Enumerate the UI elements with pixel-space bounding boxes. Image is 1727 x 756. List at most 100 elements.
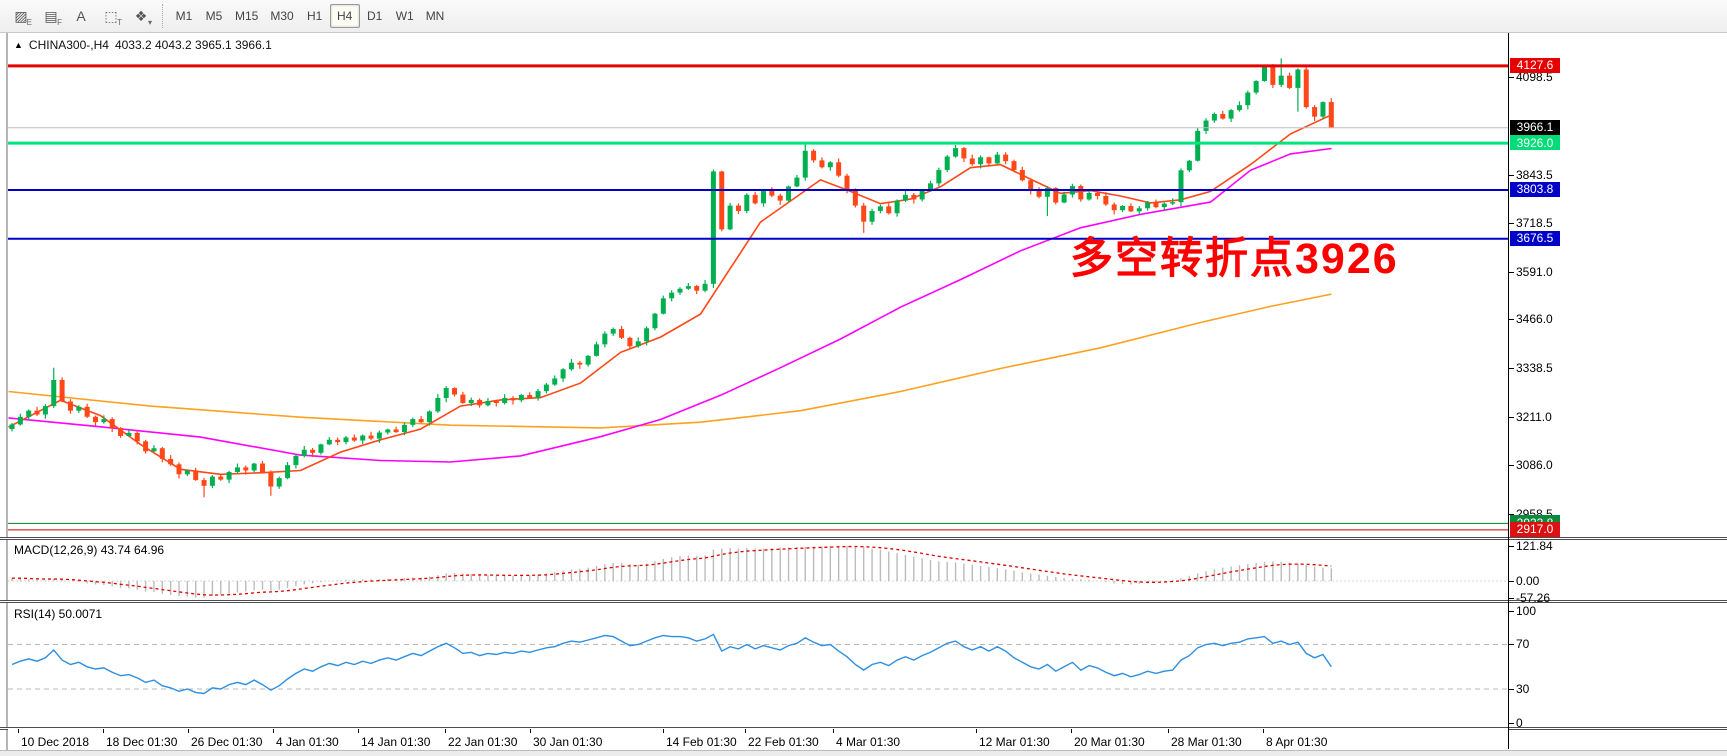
- candle-body: [401, 424, 407, 433]
- candle-body: [877, 206, 883, 211]
- grid-tool-icon[interactable]: ▤ F: [44, 7, 62, 28]
- candle-body: [427, 411, 432, 423]
- candle-body: [919, 191, 925, 200]
- candle-body: [502, 398, 508, 403]
- candle-body: [351, 437, 357, 441]
- candle-body: [243, 467, 249, 471]
- candle-body: [677, 288, 683, 293]
- candle-body: [126, 432, 132, 436]
- candle-body: [1044, 187, 1050, 197]
- candle-body: [669, 292, 675, 299]
- candle-body: [568, 362, 574, 370]
- candle-body: [209, 476, 215, 486]
- price-tick-3591.0: 3591.0: [1516, 264, 1553, 279]
- candle-body: [184, 470, 190, 475]
- candle-body: [76, 406, 82, 411]
- collapse-triangle-icon[interactable]: ▲: [14, 40, 23, 50]
- candle-body: [385, 429, 391, 433]
- symbol-title: CHINA300-,H4: [28, 38, 109, 52]
- price-tick-3338.5-tickmark: [1509, 368, 1514, 370]
- timeframe-button-m15[interactable]: M15: [235, 9, 259, 23]
- timeframe-button-m1[interactable]: M1: [175, 9, 193, 23]
- candle-body: [1028, 180, 1034, 192]
- level-badge-4127.6: 4127.6: [1510, 57, 1560, 73]
- toolbar: ▨ E ▤ F A ⬚ T ❖ ▾ M1 M5 M15 M30 H1 H4 D1 W1 MN: [0, 0, 1727, 33]
- macd-tick-121.84: 121.84: [1516, 538, 1553, 553]
- macd-indicator-panel[interactable]: [8, 540, 1508, 600]
- timeframe-button-h1[interactable]: H1: [307, 9, 323, 23]
- shapes-dropdown-icon[interactable]: ❖ ▾: [134, 7, 152, 28]
- candle-body: [251, 463, 257, 471]
- candle-body: [93, 416, 98, 423]
- candle-body: [159, 448, 165, 459]
- candle-body: [42, 406, 48, 415]
- candle-body: [276, 478, 282, 487]
- candle-body: [727, 205, 733, 230]
- candle-body: [360, 435, 366, 441]
- candle-body: [343, 437, 349, 443]
- time-label: 20 Mar 01:30: [1074, 735, 1145, 749]
- candle-body: [777, 195, 783, 201]
- candle-body: [518, 394, 524, 401]
- slow-ma-line: [8, 293, 1332, 429]
- chart-title-bar: ▲ CHINA300-,H4 4033.2 4043.2 3965.1 3966…: [14, 37, 272, 53]
- timeframe-button-m30[interactable]: M30: [270, 9, 294, 23]
- candle-body: [527, 394, 533, 398]
- candle-body: [234, 467, 240, 472]
- time-tickmark: [273, 729, 274, 733]
- candle-body: [961, 148, 967, 159]
- macd-rsi-splitter[interactable]: [0, 600, 1727, 603]
- macd-tick--57.26-tickmark: [1509, 597, 1514, 599]
- rsi-tick-70-tickmark: [1509, 644, 1514, 646]
- candle-body: [418, 419, 424, 423]
- candle-body: [67, 401, 73, 411]
- rsi-tick-0-tickmark: [1509, 722, 1514, 724]
- timeframe-button-m5[interactable]: M5: [205, 9, 223, 23]
- candle-body: [201, 480, 207, 486]
- level-badge-3926.0: 3926.0: [1510, 135, 1560, 151]
- candle-body: [994, 154, 1000, 164]
- level-badge-3676.5: 3676.5: [1510, 230, 1560, 246]
- candle-body: [1170, 202, 1176, 204]
- chart-macd-splitter[interactable]: [0, 537, 1727, 540]
- timeframe-button-w1[interactable]: W1: [395, 9, 414, 23]
- time-label: 28 Mar 01:30: [1171, 735, 1242, 749]
- timeframe-button-h4[interactable]: H4: [329, 4, 360, 28]
- price-tick-3718.5-tickmark: [1509, 222, 1514, 224]
- candle-body: [1278, 75, 1284, 85]
- candle-body: [285, 465, 291, 479]
- time-axis[interactable]: 10 Dec 2018 18 Dec 01:30 26 Dec 01:30 4 Jan…: [8, 729, 1508, 750]
- candle-body: [869, 210, 875, 222]
- time-label: 22 Jan 01:30: [448, 735, 518, 749]
- time-tickmark: [103, 729, 104, 733]
- text-tool-icon[interactable]: A: [76, 8, 86, 24]
- timeframe-button-mn[interactable]: MN: [425, 9, 445, 23]
- price-axis-border: [1508, 33, 1509, 749]
- main-candlestick-chart[interactable]: [8, 53, 1508, 537]
- candle-body: [794, 177, 800, 187]
- candle-body: [84, 406, 90, 417]
- toolbar-separator: [162, 4, 163, 28]
- candle-body: [1328, 102, 1334, 128]
- candle-body: [719, 171, 725, 230]
- candle-body: [1019, 169, 1025, 181]
- rsi-indicator-panel[interactable]: [8, 604, 1508, 728]
- chart-annotation-text: 多空转折点3926: [1070, 235, 1399, 283]
- timeframe-button-d1[interactable]: D1: [367, 9, 383, 23]
- time-label: 18 Dec 01:30: [106, 735, 178, 749]
- candle-body: [577, 362, 583, 365]
- candle-body: [1262, 66, 1267, 82]
- candle-body: [585, 355, 591, 365]
- rsi-label: RSI(14) 50.0071: [14, 607, 103, 621]
- label-tool-icon[interactable]: ⬚ T: [104, 7, 122, 28]
- price-tick-3718.5: 3718.5: [1516, 215, 1553, 230]
- pattern-tool-icon[interactable]: ▨ E: [14, 7, 32, 28]
- candle-body: [1011, 161, 1017, 170]
- candle-body: [293, 455, 299, 466]
- window-bottom-edge: [0, 750, 1727, 756]
- price-tick-3466.0: 3466.0: [1516, 312, 1553, 327]
- candle-body: [936, 169, 942, 184]
- price-tick-3591.0-tickmark: [1509, 271, 1514, 273]
- macd-tick-0.00: 0.00: [1516, 574, 1540, 588]
